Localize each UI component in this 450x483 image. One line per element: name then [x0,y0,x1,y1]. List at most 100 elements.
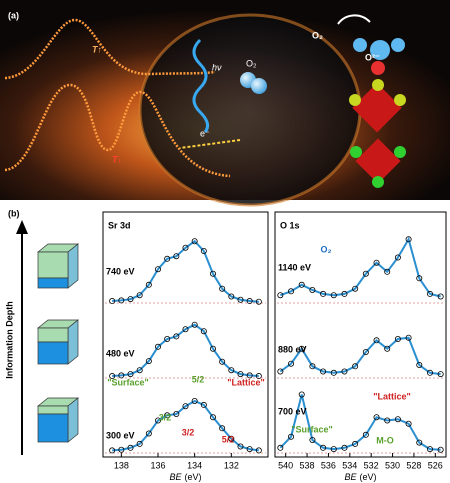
data-point [191,238,198,245]
data-point [209,414,216,421]
series-label: 1140 eV [278,262,311,272]
x-tick-label: 134 [187,460,202,470]
data-point [309,286,316,293]
data-point [330,292,337,299]
lattice-atom [349,94,361,106]
data-point [288,288,295,295]
annotation: "Lattice" [373,391,411,401]
x-axis-var: BE [169,472,182,482]
data-point [330,446,337,453]
photon-label: hν [212,62,222,72]
data-point [200,401,207,408]
octahedron [352,82,402,133]
series-label: 880 eV [278,344,307,354]
data-point [164,335,171,342]
data-point [362,270,369,277]
chart-title: O 1s [280,220,300,230]
lattice-atom [394,94,406,106]
data-point [127,296,134,303]
data-point [136,440,143,447]
gas-label: O₂ [312,30,323,40]
data-point [373,259,380,266]
data-point [405,334,412,341]
x-axis-var: BE [344,472,357,482]
temperature-label: T↓ [112,154,122,164]
data-point [118,446,125,453]
series-label: 300 eV [106,430,135,440]
lattice-atom [350,146,362,158]
annotation: "Lattice" [227,377,265,387]
data-point [164,255,171,262]
data-point [309,363,316,370]
panel-label: (b) [8,208,20,218]
x-tick-label: 530 [385,460,400,470]
data-point [136,292,143,299]
x-axis-label: BE (eV) [344,472,376,482]
data-point [341,290,348,297]
lattice-atom [370,40,390,60]
data-point [330,369,337,376]
data-point [309,436,316,443]
depth-arrowhead [16,220,28,234]
data-point [288,360,295,367]
panel-b-depth: (b) Information Depth [4,208,79,455]
data-point [362,348,369,355]
x-tick-label: 540 [278,460,293,470]
series-label: 700 eV [278,406,307,416]
data-point [182,403,189,410]
gas-label: O₂ [246,58,257,68]
plot-frame [102,211,269,458]
data-point [246,372,253,379]
electron-path [179,139,241,149]
lattice-atom [371,61,385,75]
cube [37,243,79,289]
electron-label: e⁻ [200,128,210,138]
data-point [237,296,244,303]
data-point [437,371,444,378]
cube [37,397,79,443]
spectrum-low-t [4,83,231,178]
data-point [352,285,359,292]
data-point [118,372,125,379]
octahedron [355,138,401,184]
data-point [127,444,134,451]
data-point [384,345,391,352]
data-point [352,440,359,447]
data-point [277,368,284,375]
fit-line [279,336,441,376]
x-tick-label: 538 [300,460,315,470]
x-axis-label: BE (eV) [169,472,201,482]
data-point [191,397,198,404]
cube [37,319,79,365]
data-point [384,417,391,424]
data-point [384,268,391,275]
fit-line [112,323,259,378]
x-tick-label: 132 [224,460,239,470]
data-point [182,244,189,251]
data-point [426,446,433,453]
data-point [437,446,444,453]
data-point [136,367,143,374]
data-point [154,343,161,350]
chart-title: Sr 3d [108,220,131,230]
annotation: 3/2 [182,427,195,437]
data-point [405,236,412,243]
data-point [277,444,284,451]
depth-label: Information Depth [4,301,14,379]
x-tick-label: 532 [364,460,379,470]
data-point [416,361,423,368]
data-point [237,443,244,450]
temperature-label: T↑ [92,44,102,54]
lattice-atom [372,176,384,188]
data-point [298,345,305,352]
data-point [426,290,433,297]
annotation: 3/2 [159,412,172,422]
x-tick-label: 536 [321,460,336,470]
data-point [127,371,134,378]
data-point [109,373,116,380]
desorb-arrow [337,14,371,25]
data-point [182,326,189,333]
data-point [298,391,305,398]
x-axis-unit: (eV) [185,472,202,482]
